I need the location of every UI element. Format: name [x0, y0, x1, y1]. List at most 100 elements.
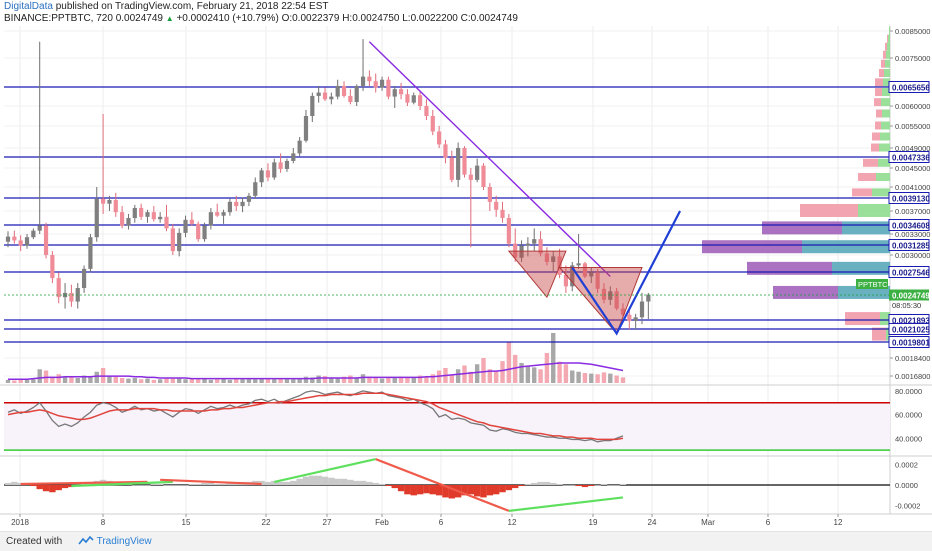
- price-tick-label: 0.0055000: [895, 122, 930, 131]
- volume-bar: [310, 377, 315, 383]
- macd-histogram-bar: [201, 482, 208, 485]
- candle-body: [563, 274, 569, 287]
- level-label: 0.0019801: [892, 339, 930, 348]
- macd-histogram-bar: [315, 475, 322, 485]
- macd-histogram-bar: [607, 485, 614, 486]
- candle-body: [37, 225, 42, 231]
- time-tick-label: 8: [101, 518, 106, 527]
- candle-body: [253, 182, 258, 196]
- author-link[interactable]: DigitalData: [4, 1, 53, 12]
- volume-profile-down-bar: [885, 42, 887, 51]
- rsi-tick-label: 80.0000: [895, 387, 922, 396]
- macd-histogram-bar: [556, 483, 563, 485]
- up-arrow-icon: ▲: [165, 14, 174, 23]
- volume-bar: [37, 369, 42, 383]
- volume-bar: [551, 333, 556, 383]
- volume-bar: [335, 378, 340, 383]
- macd-histogram-bar: [321, 476, 329, 485]
- volume-bar: [449, 375, 454, 383]
- macd-histogram-bar: [156, 483, 164, 485]
- candle-body: [500, 209, 505, 219]
- volume-bar: [126, 378, 131, 383]
- macd-histogram-bar: [366, 481, 373, 485]
- level-label-box: [888, 323, 930, 335]
- volume-bar: [386, 377, 391, 383]
- candle-body: [329, 96, 334, 100]
- level-label: 0.0065656: [892, 84, 930, 93]
- level-label: 0.0027546: [892, 269, 930, 278]
- macd-histogram-bar: [499, 485, 506, 493]
- candle-body: [18, 240, 23, 246]
- volume-bar: [157, 379, 163, 383]
- macd-histogram-bar: [309, 475, 316, 485]
- volume-bar: [265, 378, 271, 383]
- macd-histogram-bar: [575, 485, 582, 487]
- volume-bar: [557, 361, 562, 383]
- candle-body: [601, 288, 607, 300]
- volume-profile-up-bar: [842, 221, 890, 235]
- triangle-pattern: [507, 250, 567, 299]
- macd-histogram-bar: [334, 478, 341, 485]
- candle-body: [639, 301, 645, 318]
- symbol-tag: PPTBTC: [858, 280, 888, 289]
- candle-body: [506, 218, 511, 244]
- candle-body: [354, 85, 359, 102]
- macd-histogram-bar: [175, 485, 183, 486]
- volume-profile-down-bar: [762, 221, 842, 235]
- volume-bar: [183, 379, 188, 383]
- volume-bar: [196, 379, 201, 383]
- symbol-label: BINANCE:PPTBTC, 720: [4, 13, 113, 24]
- candle-body: [538, 239, 543, 254]
- macd-histogram-bar: [613, 485, 620, 486]
- candle-body: [494, 201, 499, 210]
- level-label-box: [888, 151, 930, 163]
- macd-signal-segment: [274, 458, 376, 483]
- volume-bar: [614, 375, 619, 383]
- tradingview-link[interactable]: TradingView: [78, 536, 152, 547]
- volume-bar: [563, 364, 569, 383]
- level-label: 0.0021893: [892, 317, 930, 326]
- volume-profile-up-bar: [858, 204, 890, 217]
- volume-profile-down-bar: [800, 204, 858, 217]
- time-tick-label: 19: [589, 518, 598, 527]
- volume-bar: [576, 371, 581, 383]
- level-label-box: [888, 336, 930, 348]
- candle-body: [202, 225, 207, 240]
- macd-histogram-bar: [290, 480, 297, 485]
- macd-histogram-bar: [480, 485, 487, 498]
- volume-profile-up-bar: [886, 50, 890, 59]
- candle-body: [348, 95, 353, 102]
- candle-body: [335, 85, 340, 97]
- macd-histogram-bar: [36, 485, 43, 490]
- volume-bar: [316, 375, 321, 383]
- volume-bar: [138, 379, 144, 383]
- volume-profile-down-bar: [858, 173, 876, 181]
- candle-body: [316, 92, 321, 96]
- candle-body: [633, 317, 638, 321]
- candle-body: [24, 237, 30, 246]
- volume-bar: [227, 379, 233, 383]
- candle-body: [532, 239, 537, 244]
- volume-bar: [513, 354, 518, 383]
- price-tick-label: 0.0030000: [895, 251, 930, 260]
- volume-bar: [392, 378, 397, 383]
- candle-body: [525, 243, 530, 246]
- volume-bar: [595, 374, 600, 383]
- candle-body: [291, 153, 296, 161]
- volume-bar: [176, 378, 182, 383]
- macd-histogram-bar: [524, 483, 532, 485]
- candle-body: [367, 76, 372, 82]
- open-value: 0.0022379: [292, 13, 340, 24]
- macd-histogram-bar: [30, 485, 37, 487]
- macd-histogram-bar: [550, 482, 557, 485]
- volume-bar: [532, 367, 537, 383]
- volume-bar: [424, 376, 429, 383]
- macd-histogram-bar: [11, 481, 18, 485]
- time-tick-label: 12: [508, 518, 517, 527]
- volume-bar: [608, 373, 613, 383]
- macd-histogram-bar: [562, 485, 570, 486]
- macd-histogram-bar: [543, 481, 551, 485]
- macd-histogram-bar: [619, 483, 627, 485]
- macd-histogram-bar: [283, 481, 291, 485]
